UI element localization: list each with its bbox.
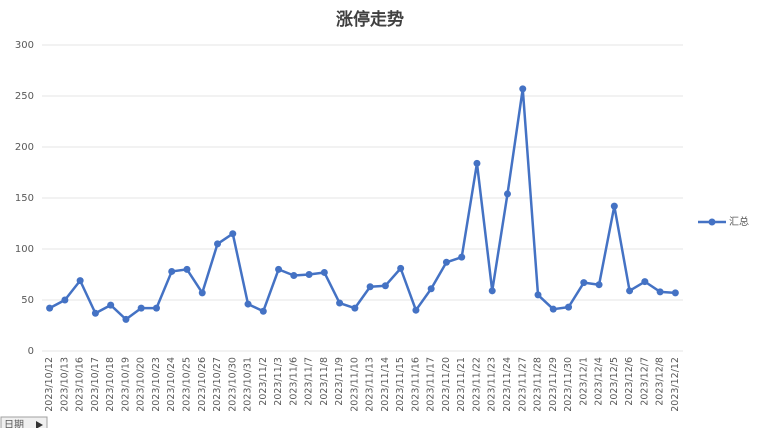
data-point: [427, 285, 435, 293]
data-point: [610, 202, 618, 210]
x-tick-label: 2023/11/10: [349, 357, 360, 412]
x-tick-label: 2023/11/3: [273, 357, 284, 406]
x-tick-label: 2023/12/12: [670, 357, 681, 412]
x-tick-label: 2023/10/26: [197, 357, 208, 412]
x-tick-label: 2023/11/21: [456, 357, 467, 412]
x-tick-label: 2023/11/15: [395, 357, 406, 412]
x-tick-label: 2023/11/14: [380, 357, 391, 412]
data-point: [107, 301, 115, 309]
data-point: [91, 309, 99, 317]
x-tick-label: 2023/10/12: [44, 357, 55, 412]
x-tick-label: 2023/12/8: [655, 357, 666, 406]
x-tick-label: 2023/11/30: [563, 357, 574, 412]
data-point: [336, 299, 344, 307]
data-point: [412, 306, 420, 314]
data-point: [61, 296, 69, 304]
data-point: [671, 289, 679, 297]
y-tick-label: 200: [15, 142, 34, 153]
data-point: [183, 265, 191, 273]
data-point: [320, 268, 328, 276]
y-tick-label: 300: [15, 40, 34, 51]
data-point: [519, 85, 527, 93]
x-tick-label: 2023/10/13: [59, 357, 70, 412]
x-tick-label: 2023/10/27: [212, 357, 223, 412]
data-point: [549, 305, 557, 313]
data-point: [229, 230, 237, 238]
x-tick-label: 2023/11/9: [334, 357, 345, 406]
data-point: [626, 287, 634, 295]
x-tick-label: 2023/11/27: [517, 357, 528, 412]
data-point: [641, 278, 649, 286]
legend-marker: [708, 218, 716, 226]
x-tick-label: 2023/11/2: [258, 357, 269, 406]
x-tick-label: 2023/10/24: [166, 357, 177, 412]
data-point: [503, 190, 511, 198]
x-tick-label: 2023/12/6: [624, 357, 635, 406]
x-tick-label: 2023/10/25: [181, 357, 192, 412]
data-point: [381, 282, 389, 290]
x-tick-label: 2023/11/22: [471, 357, 482, 412]
legend-label: 汇总: [729, 215, 749, 228]
field-button[interactable]: 日期: [0, 416, 48, 428]
x-tick-label: 2023/11/16: [410, 357, 421, 412]
data-point: [458, 253, 466, 261]
data-point: [442, 258, 450, 266]
y-tick-label: 50: [21, 295, 34, 306]
x-tick-label: 2023/11/24: [502, 357, 513, 412]
x-tick-label: 2023/11/17: [426, 357, 437, 412]
data-point: [152, 304, 160, 312]
x-tick-label: 2023/11/6: [288, 357, 299, 406]
y-tick-label: 250: [15, 91, 34, 102]
x-tick-label: 2023/12/5: [609, 357, 620, 406]
data-point: [534, 291, 542, 299]
data-point: [473, 159, 481, 167]
x-tick-label: 2023/12/4: [594, 357, 605, 406]
x-tick-label: 2023/12/1: [578, 357, 589, 406]
x-tick-label: 2023/10/23: [151, 357, 162, 412]
x-tick-label: 2023/10/18: [105, 357, 116, 412]
x-tick-label: 2023/10/20: [136, 357, 147, 412]
data-point: [198, 289, 206, 297]
x-tick-label: 2023/10/31: [243, 357, 254, 412]
x-tick-label: 2023/10/17: [90, 357, 101, 412]
data-point: [122, 315, 130, 323]
data-point: [137, 304, 145, 312]
data-point: [351, 304, 359, 312]
data-point: [580, 279, 588, 287]
data-point: [259, 307, 267, 315]
x-tick-label: 2023/11/7: [304, 357, 315, 406]
x-tick-label: 2023/11/13: [365, 357, 376, 412]
field-button-label[interactable]: 日期: [4, 419, 24, 428]
data-point: [595, 281, 603, 289]
x-tick-label: 2023/10/19: [120, 357, 131, 412]
x-tick-label: 2023/11/20: [441, 357, 452, 412]
x-tick-label: 2023/11/29: [548, 357, 559, 412]
data-point: [76, 277, 84, 285]
data-point: [565, 303, 573, 311]
y-tick-label: 0: [28, 346, 34, 357]
chart-title: 涨停走势: [336, 9, 404, 30]
data-point: [244, 300, 252, 308]
data-point: [488, 287, 496, 295]
data-point: [46, 304, 54, 312]
x-tick-label: 2023/10/30: [227, 357, 238, 412]
x-tick-label: 2023/10/16: [75, 357, 86, 412]
data-point: [656, 288, 664, 296]
x-tick-label: 2023/11/8: [319, 357, 330, 406]
data-point: [290, 272, 298, 280]
x-tick-label: 2023/11/23: [487, 357, 498, 412]
y-tick-label: 150: [15, 193, 34, 204]
data-point: [397, 264, 405, 272]
y-tick-label: 100: [15, 244, 34, 255]
data-point: [275, 265, 283, 273]
data-point: [305, 271, 313, 278]
x-tick-label: 2023/11/28: [533, 357, 544, 412]
data-point: [168, 267, 176, 275]
dropdown-arrow[interactable]: [36, 421, 43, 428]
data-point: [366, 283, 374, 291]
data-point: [214, 240, 222, 248]
field-button-box[interactable]: [0, 416, 48, 428]
x-tick-label: 2023/12/7: [639, 357, 650, 406]
